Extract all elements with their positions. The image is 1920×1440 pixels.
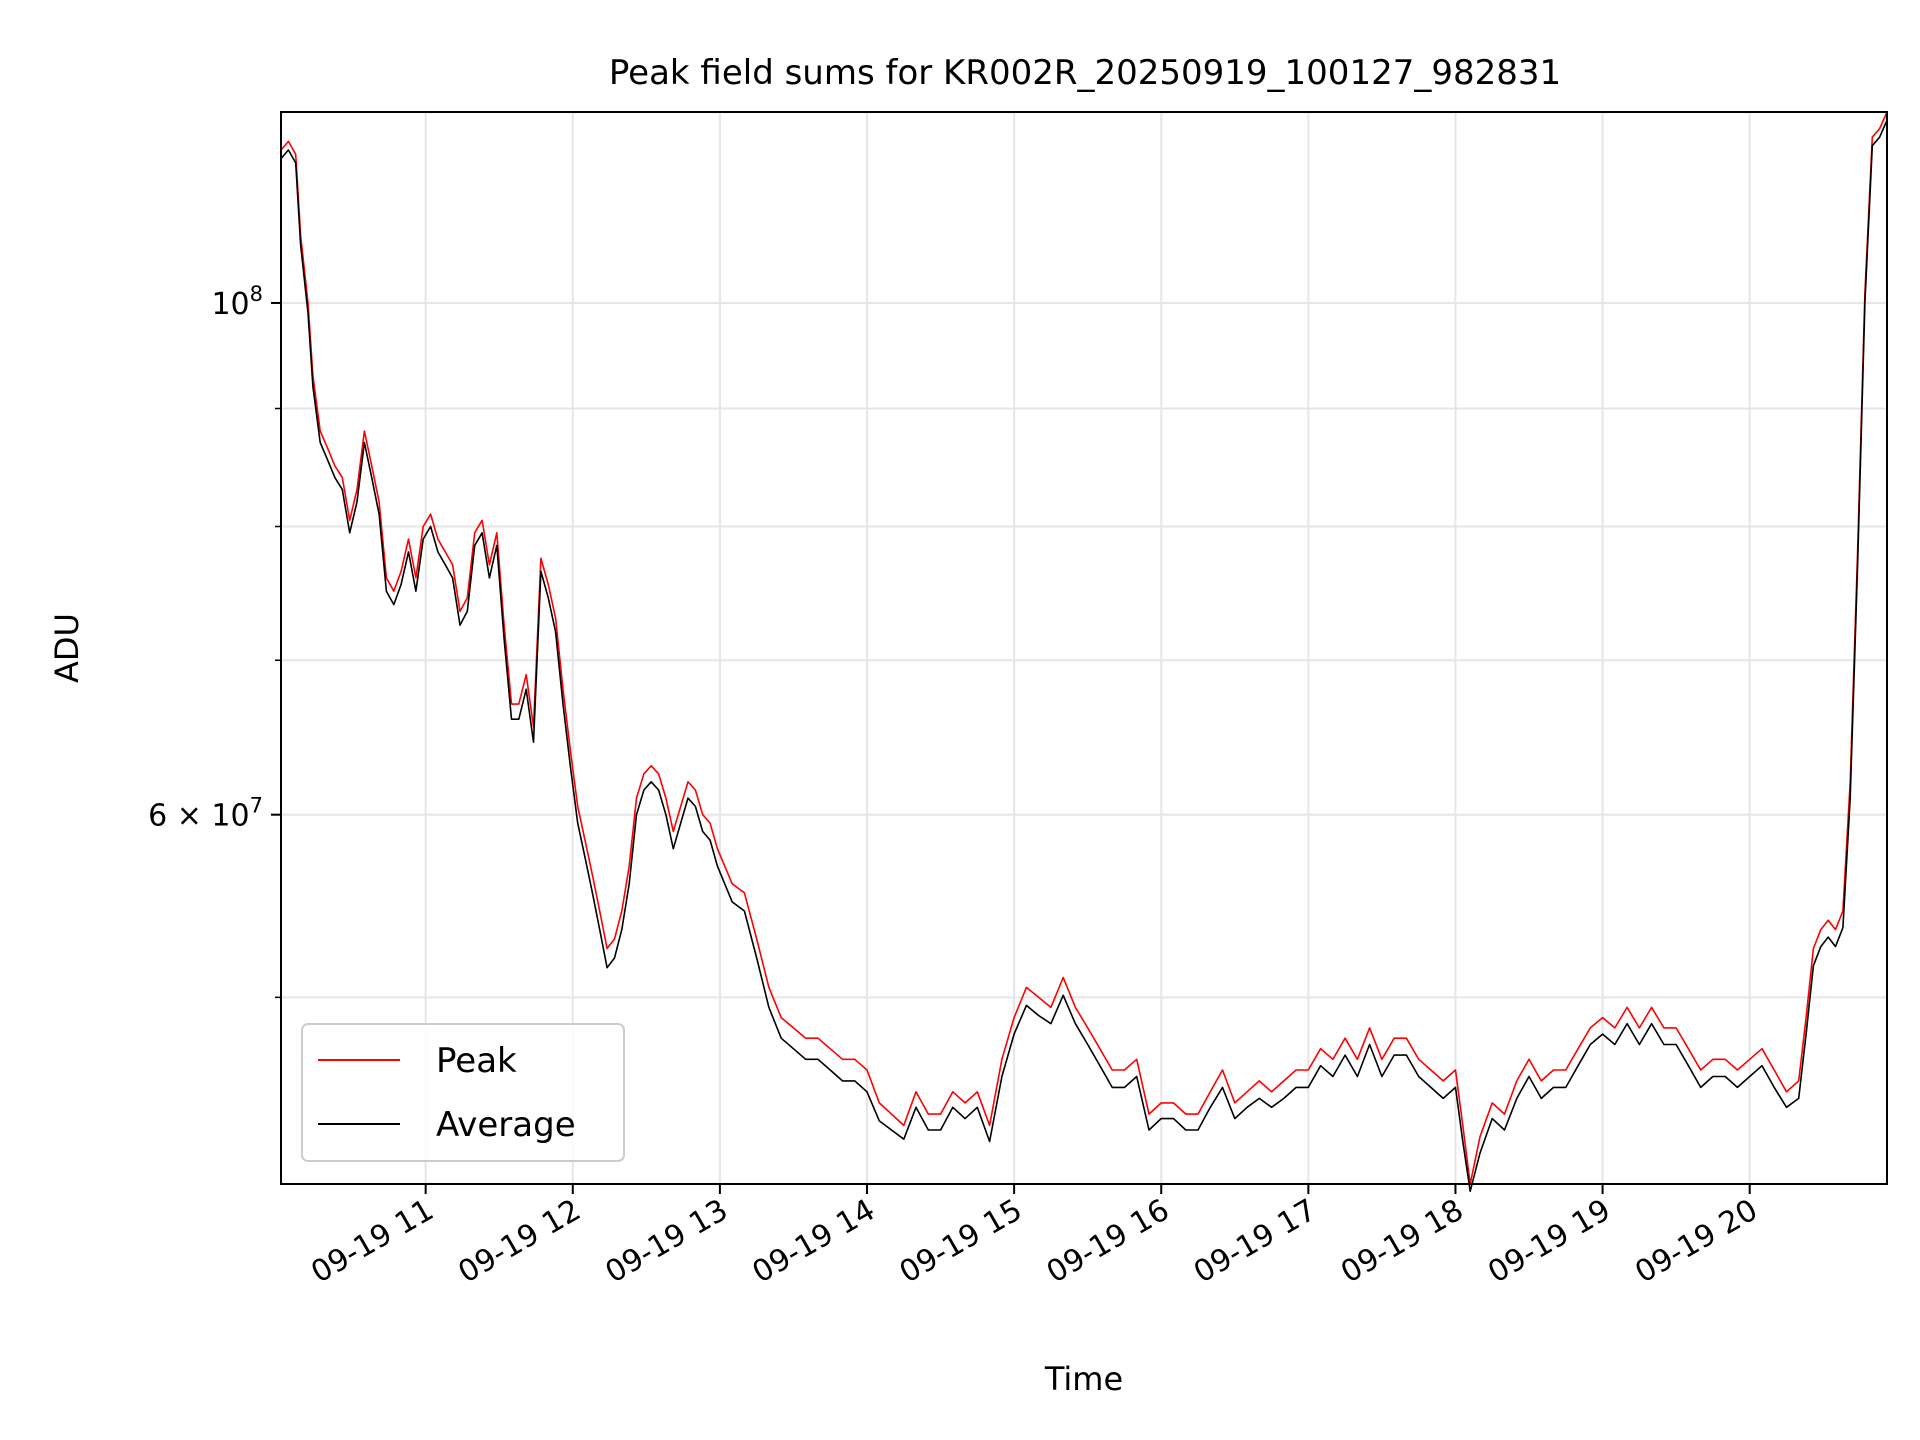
series-lines (280, 111, 1888, 1193)
chart-title: Peak field sums for KR002R_20250919_1001… (609, 53, 1561, 93)
y-axis-label: ADU (48, 613, 86, 683)
grid-lines (281, 112, 1887, 1184)
legend: Peak Average (301, 1023, 625, 1162)
legend-box (301, 1023, 625, 1162)
x-axis-label: Time (1044, 1360, 1123, 1398)
y-tick-label: 108 (211, 282, 263, 322)
series-line-average (280, 119, 1888, 1193)
legend-label-peak: Peak (436, 1041, 517, 1081)
y-tick-label: 6 × 107 (148, 794, 263, 834)
legend-label-average: Average (436, 1105, 576, 1145)
y-axis-ticks: 108 6 × 107 (148, 282, 281, 999)
plot-frame (280, 111, 1888, 1185)
series-line-peak (280, 111, 1888, 1185)
